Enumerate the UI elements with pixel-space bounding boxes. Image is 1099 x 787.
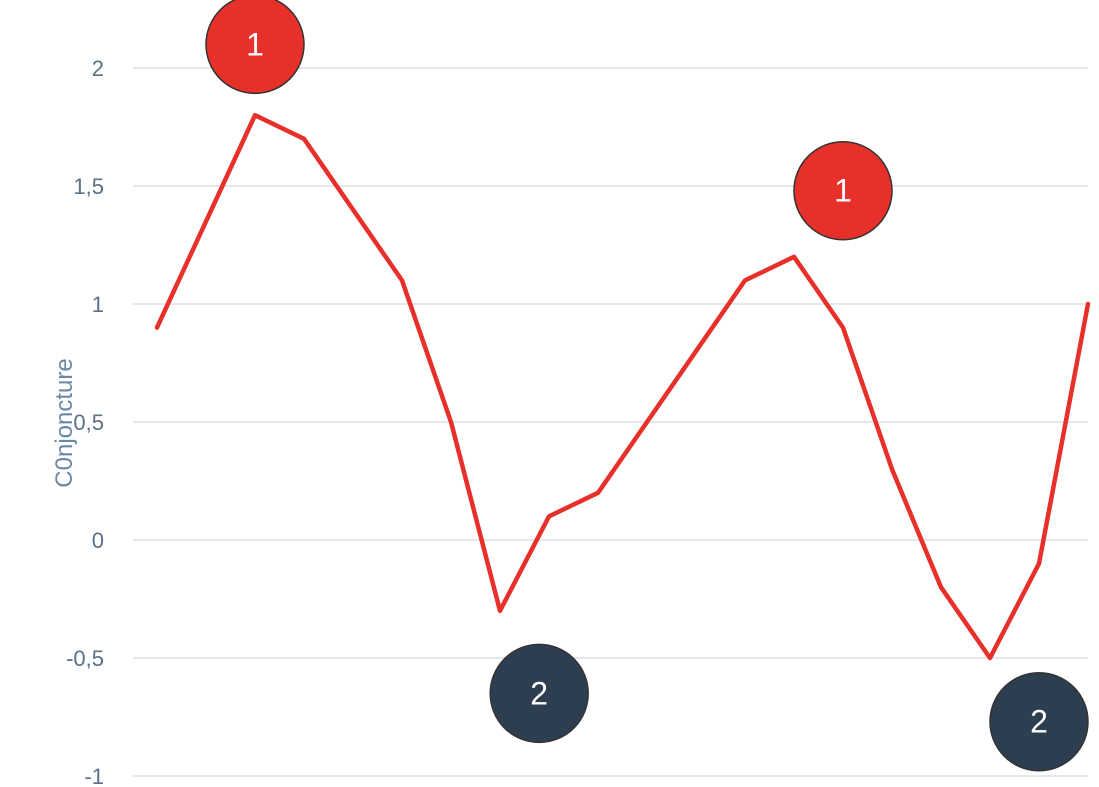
series-line <box>154 112 1091 661</box>
y-axis-ticks: 2 1,5 1 0,5 0 -0,5 -1 <box>66 56 104 787</box>
marker-circle <box>205 0 305 95</box>
peak-marker: 1 <box>205 0 305 95</box>
grid-lines <box>133 67 1088 777</box>
y-tick-label: 0,5 <box>73 410 104 435</box>
y-tick-label: 2 <box>92 56 104 81</box>
marker-label: 2 <box>1030 704 1048 740</box>
marker-circle <box>793 140 893 241</box>
y-tick-label: -0,5 <box>66 646 104 671</box>
trough-marker: 2 <box>489 643 589 744</box>
marker-label: 1 <box>246 26 264 62</box>
marker-label: 1 <box>834 173 852 209</box>
annotations: 1 1 2 2 <box>205 0 1089 772</box>
y-axis-title: C0njoncture <box>51 358 78 487</box>
y-tick-label: 1 <box>92 292 104 317</box>
y-tick-label: 1,5 <box>73 174 104 199</box>
y-tick-label: 0 <box>92 528 104 553</box>
series <box>154 112 1091 661</box>
y-tick-label: -1 <box>84 764 104 787</box>
marker-label: 2 <box>530 675 548 711</box>
peak-marker: 1 <box>793 140 893 241</box>
marker-circle <box>989 671 1089 772</box>
trough-marker: 2 <box>989 671 1089 772</box>
marker-circle <box>489 643 589 744</box>
